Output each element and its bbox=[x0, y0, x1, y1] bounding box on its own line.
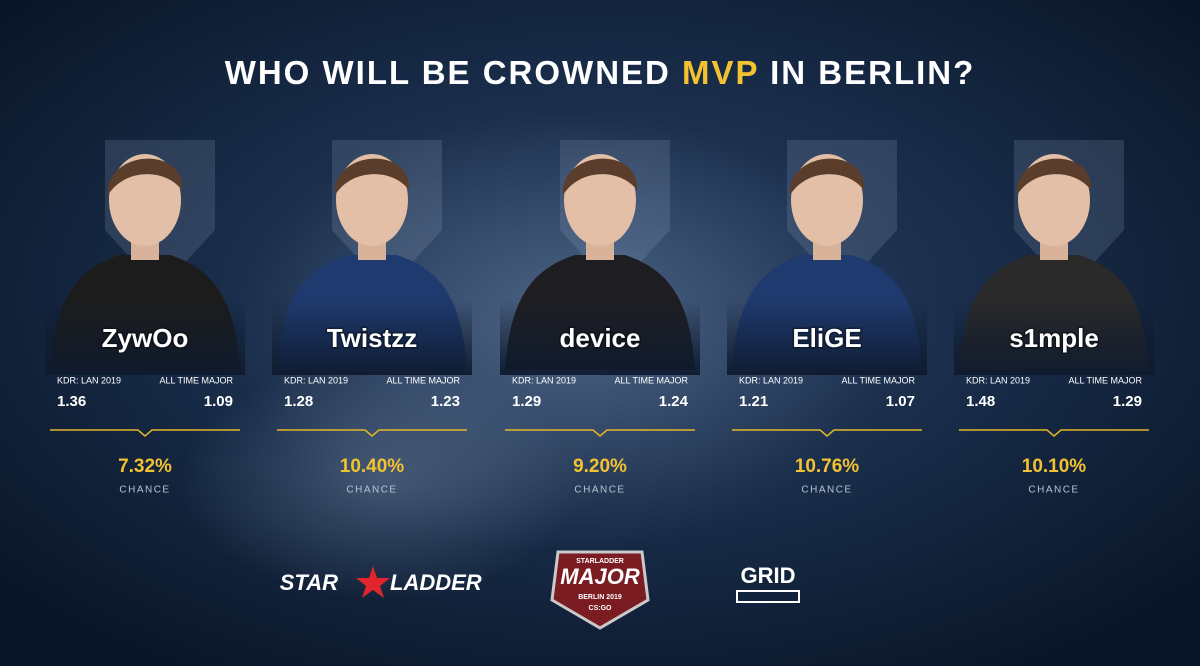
player-card: device KDR: LAN 2019 ALL TIME MAJOR 1.29 1.2… bbox=[500, 140, 700, 496]
chance-label: CHANCE bbox=[574, 485, 625, 496]
chance-value: 7.32% bbox=[118, 456, 172, 477]
major-logo: STARLADDER MAJOR BERLIN 2019 CS:GO bbox=[550, 550, 650, 630]
badge-game: CS:GO bbox=[589, 605, 613, 612]
major-value: 1.09 bbox=[204, 393, 233, 410]
chance-label: CHANCE bbox=[801, 485, 852, 496]
player-card: Twistzz KDR: LAN 2019 ALL TIME MAJOR 1.28 1.… bbox=[272, 140, 472, 496]
player-hair bbox=[562, 158, 638, 195]
kdr-value: 1.36 bbox=[57, 393, 86, 410]
starladder-logo: STAR LADDER bbox=[280, 566, 482, 598]
card-fade bbox=[272, 300, 472, 375]
kdr-label: KDR: LAN 2019 bbox=[57, 375, 121, 385]
player-name: Twistzz bbox=[327, 323, 418, 353]
major-value: 1.07 bbox=[886, 393, 915, 410]
chance-value: 10.76% bbox=[795, 456, 860, 477]
major-label: ALL TIME MAJOR bbox=[841, 375, 915, 385]
kdr-label: KDR: LAN 2019 bbox=[284, 375, 348, 385]
kdr-label: KDR: LAN 2019 bbox=[739, 375, 803, 385]
player-hair bbox=[789, 158, 865, 195]
kdr-value: 1.28 bbox=[284, 393, 313, 410]
title: WHO WILL BE CROWNED MVP IN BERLIN? bbox=[225, 54, 976, 91]
chance-label: CHANCE bbox=[119, 485, 170, 496]
divider bbox=[50, 429, 240, 437]
badge-city: BERLIN 2019 bbox=[578, 594, 622, 601]
major-label: ALL TIME MAJOR bbox=[159, 375, 233, 385]
player-hair bbox=[334, 158, 410, 195]
major-label: ALL TIME MAJOR bbox=[386, 375, 460, 385]
star bbox=[356, 566, 390, 598]
badge-top: STARLADDER bbox=[576, 558, 624, 565]
player-hair bbox=[107, 158, 183, 195]
major-value: 1.23 bbox=[431, 393, 460, 410]
player-name: device bbox=[560, 323, 641, 353]
player-cards: ZywOo KDR: LAN 2019 ALL TIME MAJOR 1.36 1.09… bbox=[45, 140, 1154, 496]
divider bbox=[732, 429, 922, 437]
badge bbox=[550, 550, 650, 630]
card-fade bbox=[727, 300, 927, 375]
smoke bbox=[180, 360, 580, 600]
major-label: ALL TIME MAJOR bbox=[1068, 375, 1142, 385]
logo-text: LADDER bbox=[390, 570, 482, 595]
kdr-label: KDR: LAN 2019 bbox=[966, 375, 1030, 385]
chance-value: 10.40% bbox=[340, 456, 405, 477]
chance-value: 9.20% bbox=[573, 456, 627, 477]
player-card: EliGE KDR: LAN 2019 ALL TIME MAJOR 1.21 1.07… bbox=[727, 140, 927, 496]
logo-text: STAR bbox=[280, 570, 338, 595]
kdr-label: KDR: LAN 2019 bbox=[512, 375, 576, 385]
chance-label: CHANCE bbox=[346, 485, 397, 496]
grid-logo: GRID bbox=[736, 563, 800, 603]
divider bbox=[505, 429, 695, 437]
major-value: 1.29 bbox=[1113, 393, 1142, 410]
major-label: ALL TIME MAJOR bbox=[614, 375, 688, 385]
logo-text: GRID bbox=[741, 563, 796, 588]
divider bbox=[277, 429, 467, 437]
chance-value: 10.10% bbox=[1022, 456, 1087, 477]
player-name: EliGE bbox=[792, 323, 861, 353]
chance-label: CHANCE bbox=[1028, 485, 1079, 496]
logo-box bbox=[736, 590, 800, 603]
kdr-value: 1.48 bbox=[966, 393, 995, 410]
badge-title: MAJOR bbox=[560, 564, 640, 589]
card-fade bbox=[500, 300, 700, 375]
player-card: s1mple KDR: LAN 2019 ALL TIME MAJOR 1.48 1.2… bbox=[954, 140, 1154, 496]
major-value: 1.24 bbox=[659, 393, 689, 410]
kdr-value: 1.29 bbox=[512, 393, 541, 410]
divider bbox=[959, 429, 1149, 437]
kdr-value: 1.21 bbox=[739, 393, 768, 410]
player-card: ZywOo KDR: LAN 2019 ALL TIME MAJOR 1.36 1.09… bbox=[45, 140, 245, 496]
player-name: ZywOo bbox=[102, 323, 189, 353]
card-fade bbox=[45, 300, 245, 375]
player-hair bbox=[1016, 158, 1092, 195]
card-fade bbox=[954, 300, 1154, 375]
player-name: s1mple bbox=[1009, 323, 1099, 353]
